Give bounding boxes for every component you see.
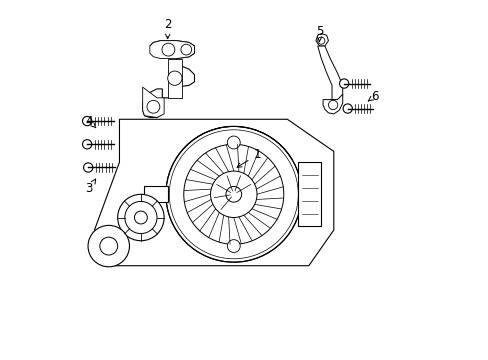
Circle shape: [317, 37, 324, 44]
Circle shape: [124, 202, 157, 234]
Polygon shape: [142, 87, 164, 117]
Polygon shape: [167, 59, 182, 98]
Polygon shape: [317, 46, 342, 100]
Circle shape: [225, 186, 241, 202]
Circle shape: [339, 79, 348, 88]
Polygon shape: [149, 41, 194, 59]
Circle shape: [165, 126, 301, 262]
Circle shape: [83, 163, 93, 172]
Text: 1: 1: [237, 148, 260, 167]
Text: 5: 5: [315, 25, 323, 41]
Circle shape: [82, 140, 92, 149]
Bar: [144, 186, 167, 202]
Circle shape: [328, 100, 337, 110]
Circle shape: [162, 43, 175, 56]
Text: 2: 2: [163, 18, 171, 39]
Circle shape: [147, 100, 160, 113]
Circle shape: [88, 225, 129, 267]
Circle shape: [181, 44, 191, 55]
Circle shape: [227, 240, 240, 252]
Circle shape: [343, 104, 352, 113]
Circle shape: [210, 171, 257, 217]
Bar: [298, 162, 321, 226]
Circle shape: [167, 71, 182, 85]
Text: 4: 4: [85, 114, 96, 128]
Circle shape: [118, 194, 164, 241]
Text: 6: 6: [367, 90, 378, 103]
Circle shape: [82, 116, 92, 126]
Circle shape: [134, 211, 147, 224]
Circle shape: [183, 144, 283, 244]
Polygon shape: [323, 94, 342, 114]
Circle shape: [227, 136, 240, 149]
Text: 3: 3: [85, 179, 96, 195]
Circle shape: [100, 237, 118, 255]
Polygon shape: [315, 33, 328, 46]
